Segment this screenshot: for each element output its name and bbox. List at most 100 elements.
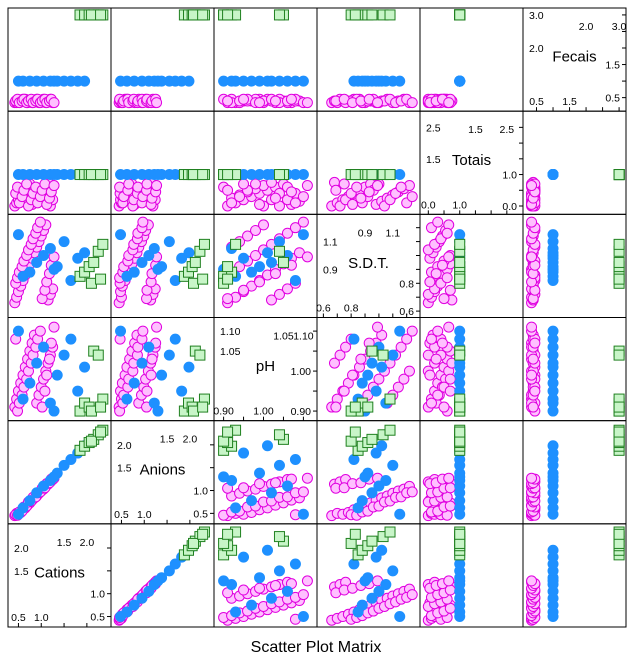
data-point-group2 <box>281 480 293 492</box>
data-point-group3 <box>613 435 625 447</box>
data-point-group3 <box>222 169 234 181</box>
data-point-group1 <box>301 472 313 484</box>
data-point-group2 <box>297 229 309 241</box>
data-point-group1 <box>372 321 384 333</box>
data-point-group2 <box>370 385 382 397</box>
cell-anions-vs-ph <box>213 420 318 525</box>
data-point-group1 <box>338 178 350 190</box>
data-point-group2 <box>273 236 285 248</box>
data-point-group3 <box>613 401 625 413</box>
data-point-group1 <box>238 284 250 296</box>
data-point-group2 <box>454 471 466 483</box>
data-point-group1 <box>254 198 266 210</box>
data-point-group2 <box>359 471 371 483</box>
diag-label-cations: Cations <box>34 564 85 581</box>
data-point-group3 <box>197 9 209 21</box>
cell-fecais-vs-totais <box>419 7 524 112</box>
data-point-group1 <box>432 389 444 401</box>
cell-s-d-t-vs-s-d-t: S.D.T. 0.6 0.6 0.8 0.8 0.9 0.9 1.1 1.1 <box>316 213 421 318</box>
data-point-group2 <box>183 247 195 259</box>
tick-label: 1.05 <box>273 331 294 343</box>
data-point-group2 <box>24 495 36 507</box>
data-point-group3 <box>613 169 625 181</box>
cell-totais-vs-totais: Totais 0.0 0.0 1.0 1.0 1.5 1.5 2.5 2.5 <box>419 110 524 215</box>
data-point-group3 <box>197 169 209 181</box>
data-point-group2 <box>547 575 559 587</box>
data-point-group1 <box>301 180 313 192</box>
data-point-group1 <box>330 401 342 413</box>
data-point-group2 <box>376 361 388 373</box>
data-point-group1 <box>444 284 456 296</box>
data-point-group2 <box>454 575 466 587</box>
data-point-group2 <box>273 459 285 471</box>
data-point-group1 <box>526 575 538 587</box>
data-point-group2 <box>297 611 309 623</box>
tick-label: 1.5 <box>426 154 441 166</box>
data-point-group2 <box>281 585 293 597</box>
data-point-group2 <box>12 75 24 87</box>
data-point-group3 <box>97 238 109 250</box>
data-point-group1 <box>258 219 270 231</box>
data-point-group1 <box>363 186 375 198</box>
data-point-group2 <box>48 75 60 87</box>
data-point-group2 <box>152 405 164 417</box>
tick-label: 1.0 <box>502 170 517 182</box>
tick-label: 0.6 <box>316 303 331 315</box>
tick-label: 3.0 <box>612 21 627 33</box>
data-point-group1 <box>141 385 153 397</box>
data-point-group2 <box>359 75 371 87</box>
data-point-group2 <box>79 75 91 87</box>
data-point-group2 <box>273 75 285 87</box>
data-point-group2 <box>51 369 63 381</box>
data-point-group1 <box>355 353 367 365</box>
tick-label: 0.9 <box>358 227 373 239</box>
data-point-group2 <box>547 508 559 520</box>
data-point-group2 <box>380 579 392 591</box>
data-point-group3 <box>273 9 285 21</box>
matrix-cells: Fecais 0.5 0.5 1.5 1.5 2.0 2.0 3.0 3.0 Totais 0.0 0… <box>7 7 627 628</box>
tick-label: 1.00 <box>291 366 312 378</box>
data-point-group2 <box>58 459 70 471</box>
data-point-group3 <box>95 273 107 285</box>
data-point-group3 <box>613 426 625 438</box>
data-point-group2 <box>12 325 24 337</box>
cell-totais-vs-anions <box>110 110 215 215</box>
data-point-group2 <box>238 447 250 459</box>
data-point-group3 <box>189 256 201 268</box>
data-point-group1 <box>444 385 456 397</box>
data-point-group2 <box>31 487 43 499</box>
data-point-group1 <box>406 191 418 203</box>
tick-label: 1.05 <box>220 346 241 358</box>
data-point-group2 <box>163 236 175 248</box>
data-point-group2 <box>238 75 250 87</box>
data-point-group2 <box>115 169 127 181</box>
data-point-group1 <box>330 184 342 196</box>
data-point-group1 <box>41 369 53 381</box>
data-point-group1 <box>21 178 33 190</box>
data-point-group2 <box>58 349 70 361</box>
data-point-group2 <box>48 405 60 417</box>
data-point-group2 <box>148 243 160 255</box>
data-point-group1 <box>529 385 541 397</box>
data-point-group2 <box>152 263 164 275</box>
data-point-group1 <box>265 294 277 306</box>
data-point-group1 <box>527 401 539 413</box>
data-point-group2 <box>394 611 406 623</box>
data-point-group1 <box>395 181 407 193</box>
data-point-group1 <box>430 268 442 280</box>
data-point-group2 <box>370 447 382 459</box>
cell-cations-vs-fecais <box>522 523 627 628</box>
data-point-group1 <box>250 178 262 190</box>
data-point-group3 <box>454 435 466 447</box>
data-point-group3 <box>222 273 234 285</box>
data-point-group3 <box>222 261 234 273</box>
data-point-group3 <box>384 393 396 405</box>
data-point-group2 <box>387 565 399 577</box>
data-point-group2 <box>115 75 127 87</box>
data-point-group1 <box>328 357 340 369</box>
tick-label: 1.5 <box>57 537 72 549</box>
data-point-group1 <box>281 227 293 239</box>
data-point-group1 <box>406 325 418 337</box>
cell-s-d-t-vs-anions <box>110 213 215 318</box>
data-point-group2 <box>79 247 91 259</box>
